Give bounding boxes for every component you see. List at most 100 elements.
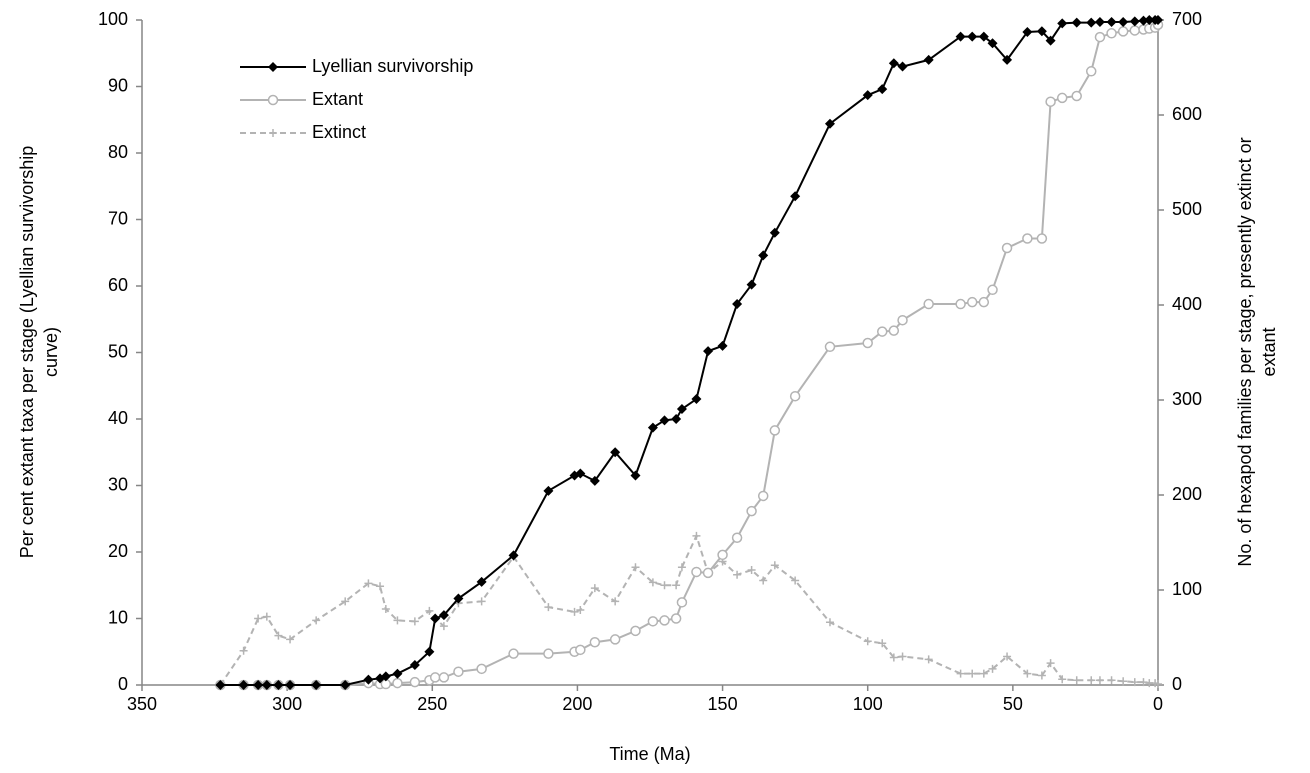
marker	[988, 664, 997, 673]
marker	[889, 653, 898, 662]
legend-marker	[267, 94, 279, 106]
legend-marker	[269, 129, 277, 137]
marker	[862, 337, 873, 349]
marker	[575, 644, 586, 656]
y2-tick-label: 100	[1172, 579, 1202, 599]
marker	[769, 425, 781, 436]
marker	[1022, 26, 1033, 37]
marker	[676, 597, 688, 608]
marker	[746, 505, 757, 517]
marker	[878, 639, 887, 648]
marker	[966, 296, 978, 308]
marker	[987, 284, 998, 296]
marker	[1094, 31, 1106, 43]
marker	[630, 625, 641, 637]
marker	[425, 606, 434, 615]
marker	[924, 655, 933, 664]
marker	[438, 610, 449, 621]
marker	[647, 616, 659, 627]
marker	[987, 38, 998, 49]
marker	[1095, 676, 1104, 685]
marker	[1036, 233, 1048, 244]
marker	[609, 634, 621, 645]
y-tick-label: 30	[108, 474, 128, 494]
marker	[702, 567, 714, 579]
marker	[508, 648, 519, 659]
marker	[544, 603, 553, 612]
marker	[876, 326, 888, 337]
marker	[274, 631, 283, 640]
marker	[430, 613, 441, 624]
marker	[790, 191, 801, 202]
marker	[789, 390, 801, 402]
marker	[477, 597, 486, 606]
marker	[311, 680, 322, 690]
marker	[424, 646, 435, 657]
marker	[1085, 66, 1097, 77]
marker	[261, 680, 272, 690]
y-tick-label: 0	[118, 674, 128, 694]
marker	[392, 668, 403, 679]
marker	[955, 31, 966, 42]
marker	[692, 531, 701, 540]
y2-axis-label: extant	[1259, 327, 1279, 376]
x-axis-label: Time (Ma)	[609, 744, 690, 764]
marker	[1153, 15, 1163, 25]
marker	[1002, 54, 1013, 65]
marker	[897, 314, 908, 326]
marker	[340, 680, 351, 690]
marker	[1037, 671, 1046, 680]
marker	[967, 31, 978, 42]
x-tick-label: 200	[562, 694, 592, 714]
legend-label: Extant	[312, 89, 363, 109]
marker	[898, 652, 907, 661]
marker	[429, 672, 441, 683]
marker	[877, 84, 888, 95]
y-axis-label: Per cent extant taxa per stage (Lyellian…	[17, 146, 37, 559]
marker	[1154, 680, 1162, 689]
marker	[286, 635, 295, 644]
marker	[575, 468, 586, 479]
y-tick-label: 40	[108, 408, 128, 428]
marker	[1129, 25, 1141, 36]
marker	[769, 227, 780, 238]
legend-label: Lyellian survivorship	[312, 56, 473, 76]
marker	[923, 54, 934, 65]
marker	[392, 677, 403, 689]
y2-tick-label: 300	[1172, 389, 1202, 409]
y-tick-label: 90	[108, 75, 128, 95]
marker	[543, 485, 554, 496]
y2-tick-label: 700	[1172, 9, 1202, 29]
x-tick-label: 0	[1153, 694, 1163, 714]
marker	[363, 674, 374, 685]
marker	[238, 680, 249, 690]
marker	[733, 570, 742, 579]
marker	[215, 680, 226, 690]
y-tick-label: 100	[98, 9, 128, 29]
marker	[1001, 242, 1013, 254]
marker	[1119, 677, 1128, 686]
y-tick-label: 50	[108, 341, 128, 361]
marker	[660, 581, 669, 590]
marker	[746, 279, 757, 290]
marker	[888, 325, 900, 336]
marker	[1094, 16, 1105, 27]
marker	[590, 584, 599, 593]
marker	[262, 612, 271, 621]
y-tick-label: 80	[108, 142, 128, 162]
marker	[364, 579, 373, 588]
marker	[732, 298, 743, 309]
marker	[611, 597, 620, 606]
marker	[341, 597, 350, 606]
marker	[409, 660, 420, 671]
legend-marker	[268, 62, 278, 72]
y2-tick-label: 600	[1172, 104, 1202, 124]
marker	[1045, 96, 1056, 107]
x-tick-label: 300	[272, 694, 302, 714]
marker	[824, 118, 835, 129]
marker	[409, 676, 421, 688]
marker	[508, 550, 519, 561]
marker	[1139, 678, 1148, 687]
marker	[647, 422, 658, 433]
marker	[1071, 17, 1082, 28]
